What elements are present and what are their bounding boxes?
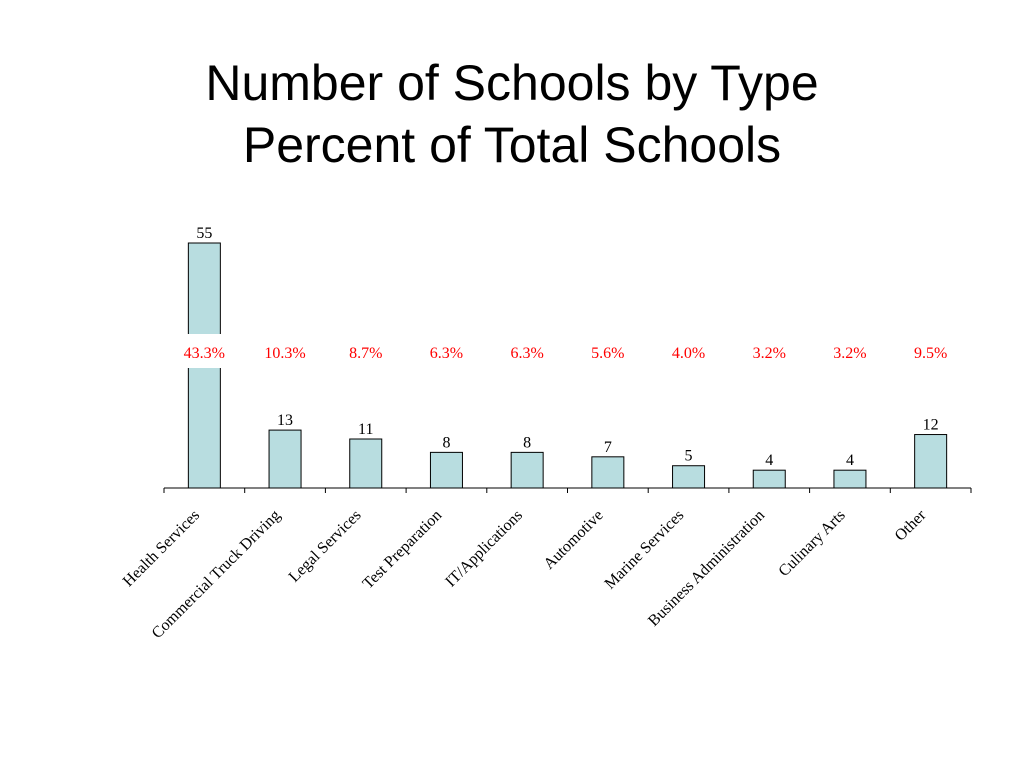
bar-value-label: 4 [765, 452, 773, 469]
category-label: Other [892, 506, 930, 544]
percent-label-backdrop [187, 334, 222, 368]
bar-value-label: 12 [923, 417, 939, 434]
bar-value-label: 7 [604, 439, 612, 456]
chart-title: Number of Schools by Type [205, 55, 819, 111]
bar-7 [672, 465, 706, 489]
bar-9 [833, 469, 867, 489]
x-axis [163, 487, 972, 493]
bar-10 [914, 434, 948, 489]
category-label: Legal Services [286, 507, 365, 586]
percent-label: 6.3% [430, 345, 463, 362]
bar-value-label: 13 [277, 412, 293, 429]
percent-label: 5.6% [591, 345, 624, 362]
percent-label: 43.3% [184, 345, 225, 362]
category-label: Culinary Arts [775, 507, 848, 580]
percent-label: 3.2% [753, 345, 786, 362]
category-label: Automotive [541, 507, 607, 573]
bar-value-label: 11 [358, 421, 373, 438]
bar-value-label: 4 [846, 452, 854, 469]
category-label: Test Preparation [360, 507, 446, 593]
bar-value-label: 5 [685, 448, 693, 465]
category-label: IT/Applications [442, 507, 526, 591]
percent-label: 9.5% [914, 345, 947, 362]
chart-title-block: Number of Schools by Type Percent of Tot… [0, 52, 1024, 176]
category-label: Marine Services [602, 507, 688, 593]
bar-value-label: 8 [442, 434, 450, 451]
bar-6 [591, 456, 625, 489]
category-label: Commercial Truck Driving [149, 507, 284, 642]
percent-label: 8.7% [349, 345, 382, 362]
percent-label: 4.0% [672, 345, 705, 362]
percent-labels: 43.3% 10.3% 8.7% 6.3% 6.3% 5.6% 4.0% 3.2% 3.2% 9.… [184, 345, 948, 362]
bars-layer [187, 242, 948, 489]
percent-label: 10.3% [264, 345, 305, 362]
percent-label: 6.3% [510, 345, 543, 362]
bar-5 [510, 451, 544, 489]
percent-label: 3.2% [833, 345, 866, 362]
category-label: Health Services [120, 507, 203, 590]
bar-4 [429, 451, 463, 489]
chart-subtitle: Percent of Total Schools [242, 117, 782, 173]
bar-8 [752, 469, 786, 489]
bar-value-label: 55 [196, 225, 212, 242]
bar-2 [268, 429, 302, 489]
bar-value-label: 8 [523, 434, 531, 451]
value-labels: 55 13 11 8 8 7 5 4 4 12 [196, 225, 938, 469]
bar-3 [349, 438, 383, 489]
